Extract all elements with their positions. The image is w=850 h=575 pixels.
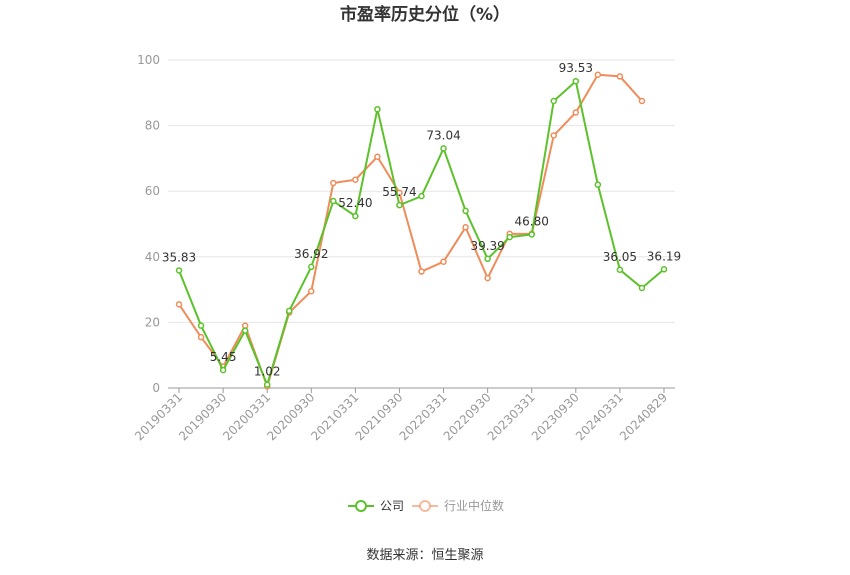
legend-marker-company [355, 500, 367, 512]
data-label-2: 5.45 [210, 350, 237, 364]
y-tick-label-100: 100 [137, 53, 160, 67]
data-label-14: 39.39 [470, 239, 504, 253]
point-1-19 [594, 71, 602, 79]
chart-title: 市盈率历史分位（%） [340, 4, 510, 25]
x-tick-label-20240829: 20240829 [617, 390, 670, 443]
point-1-8 [352, 176, 359, 183]
legend-marker-industry [419, 500, 431, 512]
point-1-13 [462, 224, 469, 231]
point-0-0 [175, 267, 183, 274]
series-layer [175, 71, 668, 390]
y-axis: 0 20 40 60 80 100 [137, 53, 160, 395]
point-0-19 [594, 181, 602, 188]
point-1-12 [440, 258, 447, 265]
point-0-18 [572, 77, 580, 85]
point-1-21 [638, 97, 646, 105]
point-0-14 [484, 255, 491, 263]
data-label-12: 73.04 [426, 128, 460, 142]
point-0-9 [374, 105, 381, 113]
data-label-8: 52.40 [338, 196, 372, 210]
y-tick-label-0: 0 [152, 381, 160, 395]
point-0-20 [616, 266, 624, 274]
point-1-7 [330, 179, 337, 187]
point-1-1 [197, 333, 205, 341]
data-label-18: 93.53 [559, 61, 593, 75]
data-label-20: 36.05 [603, 250, 637, 264]
point-0-2 [219, 366, 227, 374]
legend-label-industry: 行业中位数 [444, 498, 504, 513]
legend-item-industry[interactable]: 行业中位数 [412, 498, 504, 513]
point-0-4 [263, 381, 271, 388]
legend: 公司 行业中位数 [348, 498, 504, 513]
legend-label-company: 公司 [380, 499, 404, 513]
y-tick-label-80: 80 [145, 119, 160, 133]
point-1-6 [308, 287, 315, 295]
point-0-10 [396, 201, 403, 209]
y-tick-label-60: 60 [145, 184, 160, 198]
y-tick-label-20: 20 [145, 315, 160, 329]
data-label-6: 36.92 [294, 247, 328, 261]
x-axis: 2019033120190930202003312020093020210331… [132, 387, 675, 443]
data-label-4: 1.02 [254, 365, 281, 379]
point-0-12 [440, 145, 447, 152]
point-0-15 [506, 233, 513, 241]
point-0-1 [197, 322, 205, 329]
point-0-7 [330, 197, 337, 205]
data-label-22: 36.19 [647, 249, 681, 263]
data-labels: 35.83 5.45 1.02 36.92 52.40 55.74 73.04 39.39 46… [162, 61, 681, 378]
gridlines [168, 59, 675, 323]
series-line-0 [178, 79, 665, 388]
point-1-0 [175, 301, 183, 308]
point-1-17 [550, 132, 558, 139]
point-1-18 [572, 109, 580, 116]
data-label-16: 46.80 [515, 214, 549, 228]
point-0-13 [462, 207, 469, 215]
point-1-9 [374, 153, 381, 161]
point-0-8 [352, 212, 359, 220]
point-0-11 [418, 192, 425, 200]
point-0-5 [285, 307, 293, 315]
point-0-17 [550, 97, 558, 105]
point-1-14 [484, 274, 491, 282]
point-0-3 [241, 327, 249, 334]
data-label-10: 55.74 [382, 185, 416, 199]
point-0-22 [660, 266, 668, 273]
data-label-0: 35.83 [162, 250, 196, 264]
point-1-20 [616, 73, 624, 80]
point-0-6 [308, 263, 315, 271]
source-text: 数据来源：恒生聚源 [366, 548, 483, 563]
legend-item-company[interactable]: 公司 [348, 499, 404, 513]
point-0-16 [528, 231, 535, 238]
point-1-11 [418, 268, 425, 275]
point-0-21 [638, 284, 646, 292]
y-tick-label-40: 40 [145, 250, 160, 264]
